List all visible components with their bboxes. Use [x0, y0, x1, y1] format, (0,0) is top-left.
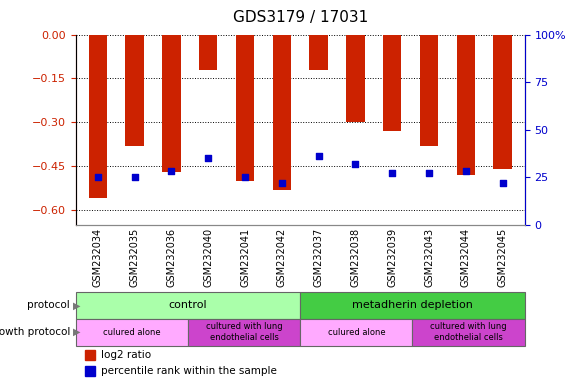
- Text: protocol: protocol: [27, 300, 70, 310]
- Text: metadherin depletion: metadherin depletion: [352, 300, 473, 310]
- Text: GSM232041: GSM232041: [240, 228, 250, 287]
- Point: [461, 168, 470, 174]
- Bar: [76, 319, 188, 346]
- Text: growth protocol: growth protocol: [0, 327, 70, 337]
- Bar: [300, 292, 525, 319]
- Point: [240, 174, 250, 180]
- Text: GSM232044: GSM232044: [461, 228, 471, 287]
- Text: log2 ratio: log2 ratio: [101, 350, 152, 360]
- Bar: [199, 35, 217, 70]
- Point: [93, 174, 103, 180]
- Bar: [89, 35, 107, 198]
- Bar: [188, 319, 300, 346]
- Text: cultured with lung
endothelial cells: cultured with lung endothelial cells: [206, 323, 282, 342]
- Text: cultured with lung
endothelial cells: cultured with lung endothelial cells: [430, 323, 507, 342]
- Point: [388, 170, 397, 176]
- Point: [498, 180, 507, 186]
- Text: GSM232039: GSM232039: [387, 228, 397, 287]
- Text: GDS3179 / 17031: GDS3179 / 17031: [233, 10, 368, 25]
- Point: [351, 161, 360, 167]
- Point: [167, 168, 176, 174]
- Point: [424, 170, 434, 176]
- Text: GSM232043: GSM232043: [424, 228, 434, 287]
- Text: GSM232035: GSM232035: [129, 228, 140, 287]
- Text: GSM232034: GSM232034: [93, 228, 103, 287]
- Bar: [300, 319, 412, 346]
- Bar: [493, 35, 512, 169]
- Point: [277, 180, 286, 186]
- Bar: [162, 35, 181, 172]
- Bar: [236, 35, 254, 181]
- Text: GSM232045: GSM232045: [498, 228, 508, 287]
- Text: control: control: [168, 300, 208, 310]
- Bar: [346, 35, 364, 122]
- Bar: [413, 319, 525, 346]
- Text: ▶: ▶: [73, 327, 80, 337]
- Point: [314, 153, 324, 159]
- Bar: [383, 35, 402, 131]
- Bar: [273, 35, 291, 190]
- Bar: [456, 35, 475, 175]
- Point: [203, 155, 213, 161]
- Bar: [85, 366, 94, 376]
- Text: culured alone: culured alone: [328, 328, 385, 337]
- Text: GSM232037: GSM232037: [314, 228, 324, 287]
- Text: GSM232036: GSM232036: [167, 228, 177, 287]
- Bar: [85, 351, 94, 360]
- Text: GSM232038: GSM232038: [350, 228, 360, 287]
- Bar: [420, 35, 438, 146]
- Text: percentile rank within the sample: percentile rank within the sample: [101, 366, 278, 376]
- Text: culured alone: culured alone: [103, 328, 161, 337]
- Bar: [310, 35, 328, 70]
- Point: [130, 174, 139, 180]
- Text: ▶: ▶: [73, 300, 80, 310]
- Text: GSM232040: GSM232040: [203, 228, 213, 287]
- Bar: [76, 292, 300, 319]
- Text: GSM232042: GSM232042: [277, 228, 287, 287]
- Bar: [125, 35, 144, 146]
